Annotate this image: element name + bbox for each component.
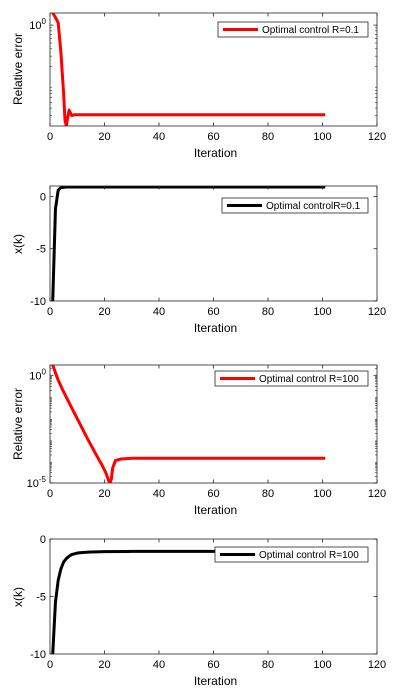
y-axis-label: x(k) (11, 587, 25, 607)
x-tick-label: 0 (47, 306, 53, 318)
legend-label: Optimal controlR=0.1 (266, 201, 361, 212)
x-tick-label: 0 (47, 659, 53, 671)
y-tick-label: -5 (36, 244, 46, 256)
legend-box (221, 197, 369, 214)
x-tick-label: 60 (207, 659, 219, 671)
y-tick-label: -5 (36, 592, 46, 604)
subplot-4: 0 20 40 60 80 100 120 -10 -5 0 Iteration x(k) Optima… (11, 534, 386, 688)
x-tick-label: 120 (368, 659, 386, 671)
subplot-3: 0 20 40 60 80 100 120 10-5 100 Iteration Relative … (11, 364, 386, 517)
x-axis-label: Iteration (194, 321, 237, 335)
x-tick-label: 80 (262, 488, 274, 500)
x-tick-label: 20 (98, 488, 110, 500)
subplot-2: 0 20 40 60 80 100 120 -10 -5 0 Iteration x(k) Optima… (11, 185, 386, 335)
legend: Optimal control R=100 (214, 546, 369, 563)
y-axis-label: Relative error (11, 33, 25, 105)
legend-label: Optimal control R=100 (259, 374, 359, 385)
x-axis-label: Iteration (194, 674, 237, 688)
legend: Optimal control R=100 (214, 370, 369, 387)
x-tick-label: 120 (368, 306, 386, 318)
x-tick-label: 40 (153, 131, 165, 143)
legend: Optimal controlR=0.1 (221, 197, 369, 214)
x-tick-label: 40 (153, 659, 165, 671)
y-tick-label: 100 (29, 17, 46, 32)
x-tick-label: 60 (207, 306, 219, 318)
legend-box (214, 546, 369, 563)
x-tick-label: 60 (207, 131, 219, 143)
legend-label: Optimal control R=0.1 (262, 25, 359, 36)
x-tick-label: 60 (207, 488, 219, 500)
x-tick-label: 120 (368, 131, 386, 143)
x-tick-label: 20 (98, 131, 110, 143)
y-tick-label: -10 (30, 296, 46, 308)
y-tick-label: 0 (40, 191, 46, 203)
x-tick-label: 120 (368, 488, 386, 500)
y-tick-label: 10-5 (27, 475, 47, 490)
x-axis-label: Iteration (194, 503, 237, 517)
x-tick-label: 100 (313, 306, 331, 318)
y-tick-label: -10 (30, 649, 46, 661)
x-tick-label: 80 (262, 659, 274, 671)
y-axis-label: x(k) (11, 234, 25, 254)
x-tick-label: 100 (313, 488, 331, 500)
x-tick-label: 20 (98, 659, 110, 671)
y-axis-label: Relative error (11, 388, 25, 460)
series-line-3-1 (51, 365, 326, 483)
x-tick-label: 20 (98, 306, 110, 318)
series-line-1-1 (51, 13, 326, 126)
x-tick-label: 40 (153, 488, 165, 500)
x-tick-label: 40 (153, 306, 165, 318)
x-tick-label: 100 (313, 131, 331, 143)
series-line-2-1 (51, 186, 326, 301)
x-tick-label: 0 (47, 131, 53, 143)
y-tick-label: 0 (40, 534, 46, 546)
legend: Optimal control R=0.1 (217, 21, 369, 38)
x-tick-label: 80 (262, 131, 274, 143)
x-tick-label: 80 (262, 306, 274, 318)
subplot-1: 0 20 40 60 80 100 120 100 Iteration Relative erro… (11, 12, 386, 160)
series-line-4-1 (51, 549, 326, 654)
y-tick-label: 100 (29, 367, 46, 382)
legend-label: Optimal control R=100 (259, 550, 359, 561)
x-tick-label: 100 (313, 659, 331, 671)
x-tick-label: 0 (47, 488, 53, 500)
legend-box (217, 21, 369, 38)
legend-box (214, 370, 369, 387)
x-axis-label: Iteration (194, 146, 237, 160)
